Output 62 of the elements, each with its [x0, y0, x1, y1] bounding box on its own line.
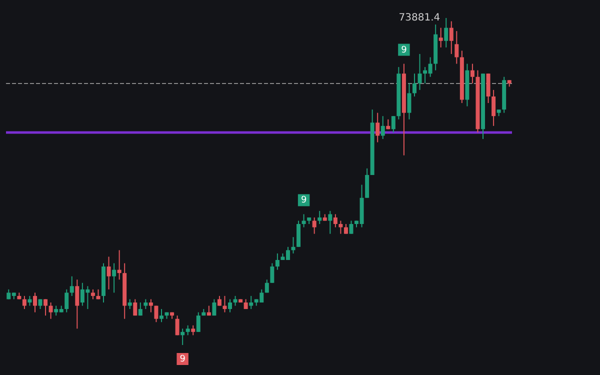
candlestick: [249, 295, 254, 310]
candlestick: [376, 112, 380, 143]
candlestick: [391, 116, 396, 133]
candlestick: [407, 82, 412, 120]
candlestick: [75, 279, 80, 330]
annotation: 9: [401, 45, 408, 56]
candlestick: [338, 220, 343, 234]
candlestick: [212, 298, 216, 316]
candlestick: [344, 224, 348, 234]
candlestick: [492, 89, 496, 126]
candlestick: [270, 262, 274, 284]
candlestick: [180, 328, 185, 346]
candlestick: [296, 220, 301, 248]
candlestick: [454, 30, 459, 64]
annotation: 9: [300, 196, 307, 206]
candlestick: [449, 20, 454, 54]
candlestick: [32, 292, 37, 313]
candlestick: [154, 305, 158, 323]
candlestick: [333, 214, 338, 228]
candlestick: [302, 214, 306, 228]
candlestick: [438, 27, 443, 48]
candlestick: [380, 116, 385, 140]
candlestick: [222, 295, 227, 313]
candlestick: [486, 73, 490, 104]
candlestick: [28, 295, 32, 306]
candlestick: [44, 298, 48, 316]
candlestick: [264, 279, 269, 294]
candlestick: [412, 73, 416, 97]
candlestick: [133, 298, 138, 316]
candlestick: [418, 53, 422, 90]
candlestick: [328, 210, 332, 234]
annotation: 9: [180, 354, 186, 364]
candlestick: [318, 210, 322, 225]
candlestick: [148, 298, 153, 313]
candlestick: [48, 302, 53, 320]
candlestick: [275, 252, 280, 270]
candlestick: [228, 298, 232, 313]
candlestick: [175, 315, 180, 336]
candlestick: [38, 298, 42, 310]
candlestick: [186, 324, 190, 336]
candlestick: [291, 236, 296, 254]
candlestick: [144, 298, 148, 310]
candlestick: [444, 18, 448, 48]
candlestick: [70, 276, 74, 296]
candlestick: [470, 63, 474, 84]
candlestick: [312, 216, 316, 234]
candlestick: [64, 288, 69, 313]
candlestick: [191, 324, 196, 336]
candlestick: [233, 295, 238, 306]
candlestick: [106, 256, 111, 290]
candlestick: [365, 168, 370, 198]
candlestick: [138, 302, 142, 316]
candlestick: [196, 312, 200, 332]
candlestick: [128, 298, 132, 310]
candlestick: [159, 308, 164, 323]
candlestick: [22, 295, 26, 310]
candlestick: [112, 262, 116, 294]
candlestick: [349, 220, 354, 234]
candlestick: [217, 295, 222, 306]
candlestick: [117, 250, 122, 280]
annotation: 73881.4: [398, 12, 440, 24]
candlestick: [90, 288, 95, 300]
